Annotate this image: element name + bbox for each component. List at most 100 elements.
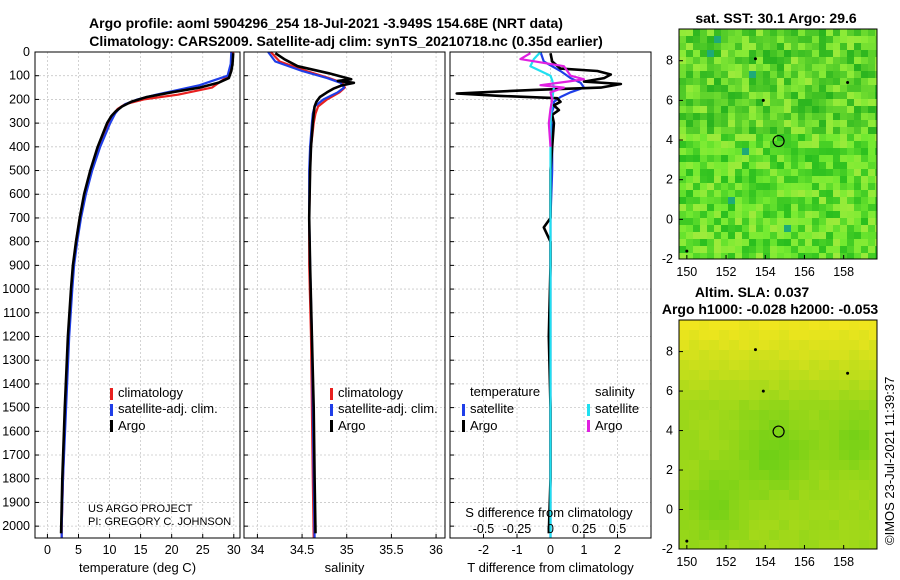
map-cell — [819, 239, 826, 246]
map-cell — [707, 225, 714, 232]
map-cell — [847, 92, 854, 99]
map-cell — [699, 320, 709, 330]
map-cell — [714, 71, 721, 78]
map-cell — [693, 92, 700, 99]
map-cell — [854, 190, 861, 197]
x-tick-label: 2 — [614, 543, 621, 557]
map-cell — [819, 390, 829, 400]
map-cell — [847, 71, 854, 78]
map-cell — [686, 36, 693, 43]
map-cell — [749, 460, 759, 470]
map-cell — [686, 64, 693, 71]
map-cell — [719, 440, 729, 450]
map-cell — [777, 148, 784, 155]
map-cell — [728, 120, 735, 127]
map-cell — [779, 500, 789, 510]
map-cell — [693, 239, 700, 246]
map-cell — [770, 113, 777, 120]
map-cell — [784, 43, 791, 50]
map-cell — [770, 162, 777, 169]
map-cell — [769, 540, 779, 549]
map-cell — [689, 470, 699, 480]
map-cell — [812, 106, 819, 113]
map-cell — [714, 134, 721, 141]
map-cell — [840, 113, 847, 120]
map-cell — [847, 85, 854, 92]
map-cell — [679, 320, 689, 330]
map-cell — [839, 450, 849, 460]
lon-tick-label: 152 — [716, 265, 737, 279]
map-cell — [812, 253, 819, 259]
map-cell — [809, 470, 819, 480]
map-cell — [749, 141, 756, 148]
map-cell — [693, 155, 700, 162]
map-cell — [875, 155, 877, 162]
map-cell — [826, 232, 833, 239]
map-cell — [833, 204, 840, 211]
map-cell — [777, 253, 784, 259]
map-cell — [869, 470, 877, 480]
map-cell — [679, 225, 686, 232]
map-cell — [875, 36, 877, 43]
map-cell — [707, 85, 714, 92]
x-tick-label: 1 — [581, 543, 588, 557]
map-cell — [756, 169, 763, 176]
map-cell — [693, 43, 700, 50]
map-cell — [739, 370, 749, 380]
map-cell — [840, 50, 847, 57]
map-cell — [763, 113, 770, 120]
map-cell — [679, 450, 689, 460]
map-cell — [819, 43, 826, 50]
map-cell — [791, 225, 798, 232]
map-cell — [679, 530, 689, 540]
map-cell — [812, 57, 819, 64]
map-cell — [770, 197, 777, 204]
map-cell — [779, 540, 789, 549]
map-cell — [729, 540, 739, 549]
map-cell — [812, 99, 819, 106]
map-cell — [770, 204, 777, 211]
map-cell — [854, 120, 861, 127]
map-cell — [769, 340, 779, 350]
island-mark — [846, 371, 850, 375]
legend-label-argo: Argo — [338, 418, 365, 433]
map-cell — [763, 99, 770, 106]
map-cell — [849, 340, 859, 350]
map-cell — [728, 148, 735, 155]
map-cell — [763, 176, 770, 183]
map-cell — [693, 99, 700, 106]
map-cell — [707, 57, 714, 64]
map-cell — [854, 183, 861, 190]
map-cell — [833, 141, 840, 148]
map-cell — [742, 127, 749, 134]
map-cell — [699, 520, 709, 530]
map-cell — [826, 246, 833, 253]
map-cell — [686, 106, 693, 113]
map-cell — [805, 218, 812, 225]
map-cell — [729, 330, 739, 340]
map-cell — [859, 420, 869, 430]
map-cell — [840, 204, 847, 211]
map-cell — [849, 430, 859, 440]
map-cell — [709, 330, 719, 340]
map-cell — [861, 50, 868, 57]
map-cell — [859, 380, 869, 390]
map-cell — [763, 85, 770, 92]
map-cell — [679, 400, 689, 410]
map-cell — [819, 64, 826, 71]
map-cell — [784, 64, 791, 71]
map-cell — [686, 99, 693, 106]
map-cell — [868, 92, 875, 99]
map-cell — [721, 246, 728, 253]
map-cell — [763, 253, 770, 259]
lon-tick-label: 154 — [755, 555, 776, 569]
map-cell — [875, 134, 877, 141]
map-cell — [728, 71, 735, 78]
map-cell — [770, 169, 777, 176]
map-cell — [679, 430, 689, 440]
map-cell — [805, 190, 812, 197]
map-cell — [789, 370, 799, 380]
map-cell — [759, 420, 769, 430]
map-cell — [868, 127, 875, 134]
map-cell — [777, 99, 784, 106]
